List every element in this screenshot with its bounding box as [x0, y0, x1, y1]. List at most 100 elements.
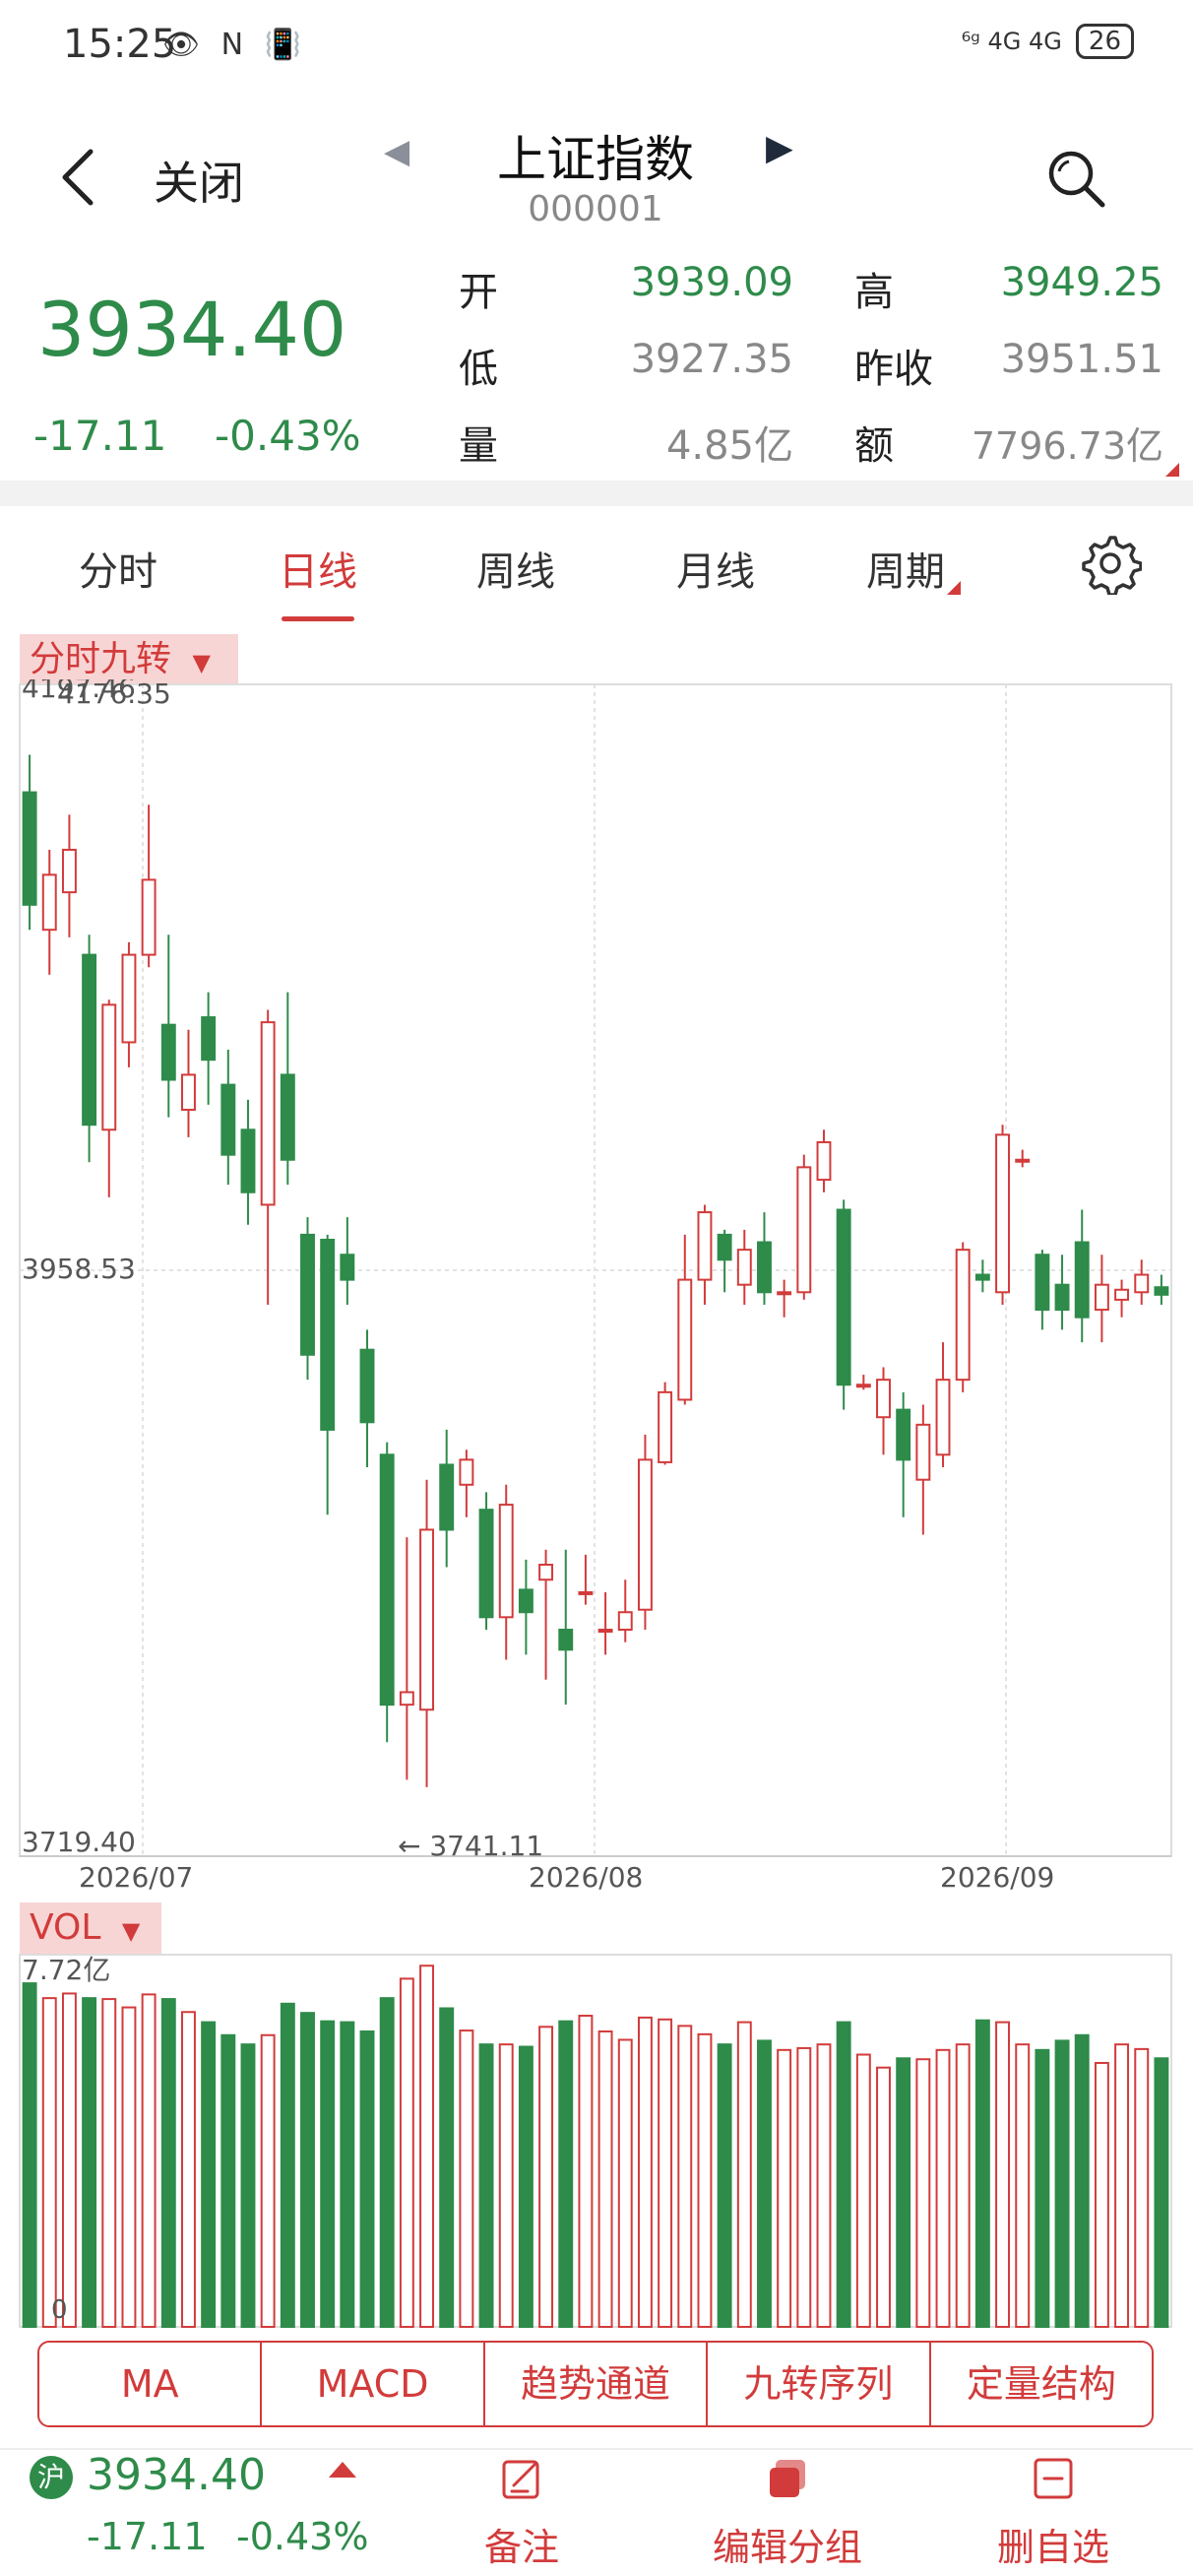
tab-intraday[interactable]: 分时	[79, 549, 157, 595]
status-left-icons: 👁 N 📳	[162, 28, 307, 62]
volume-bar	[777, 2048, 792, 2328]
low-label: 低	[459, 347, 498, 392]
low-value: 3927.35	[630, 337, 793, 382]
top-value-label: 4176.35	[57, 679, 171, 710]
candle-body	[935, 1379, 951, 1456]
chevron-left-icon	[62, 149, 94, 206]
volume-bar	[538, 2026, 554, 2329]
candlestick-chart[interactable]: 4197.46 4176.35 3958.53 3719.40 ← 3741.1…	[0, 679, 1193, 1900]
search-button[interactable]	[1043, 146, 1112, 215]
volume-bar	[419, 1964, 434, 2328]
volume-bar	[280, 2002, 295, 2328]
candle-body	[399, 1691, 414, 1707]
candle-body	[240, 1128, 256, 1193]
candle-body	[697, 1211, 713, 1281]
amount-value: 7796.73亿	[971, 424, 1163, 468]
candle-body	[1035, 1254, 1050, 1312]
candle-body	[280, 1073, 295, 1161]
volume-bar	[439, 2007, 455, 2329]
candle-body	[1054, 1283, 1070, 1312]
volume-bar	[558, 2020, 574, 2329]
expand-corner-icon[interactable]	[1165, 463, 1179, 477]
close-button[interactable]: 关闭	[154, 157, 244, 210]
vol-indicator-tag[interactable]: VOL ▼	[20, 1902, 161, 1954]
volume-bar	[1134, 2047, 1150, 2329]
high-value: 3949.25	[1000, 260, 1163, 305]
volume-bar	[359, 2030, 375, 2328]
back-button[interactable]	[49, 138, 108, 217]
volume-bar	[1054, 2039, 1070, 2328]
prev-close-value: 3951.51	[1000, 337, 1163, 382]
tab-daily[interactable]: 日线	[279, 549, 357, 595]
volume-bar	[340, 2021, 355, 2328]
bottom-divider	[0, 2448, 1193, 2450]
candle-body	[896, 1408, 911, 1461]
volume-bar	[498, 2043, 514, 2328]
tab-monthly[interactable]: 月线	[676, 549, 755, 595]
volume-bar	[320, 2020, 336, 2329]
candle-body	[1114, 1288, 1130, 1301]
tab-weekly[interactable]: 周线	[476, 549, 555, 595]
volume-bar	[260, 2033, 276, 2328]
volume-chart[interactable]: 7.72亿 0	[0, 1950, 1193, 2334]
volume-bar	[1154, 2057, 1169, 2329]
quant-structure-button[interactable]: 定量结构	[966, 2362, 1116, 2406]
prev-stock-button[interactable]: ◀	[384, 132, 410, 171]
volume-bar	[717, 2043, 732, 2328]
candle-body	[617, 1611, 633, 1632]
volume-bar	[141, 1993, 157, 2328]
battery-icon: 26	[1075, 24, 1134, 59]
volume-bar	[816, 2043, 832, 2328]
candle-body	[995, 1133, 1010, 1294]
volume-bar	[915, 2058, 931, 2328]
volume-bar	[935, 2048, 951, 2328]
remove-watchlist-button[interactable]: 删自选	[955, 2456, 1152, 2569]
x-tick-label: 2026/09	[940, 1861, 1054, 1894]
nine-turn-sequence-button[interactable]: 九转序列	[708, 2343, 931, 2425]
candle-body	[796, 1166, 812, 1294]
nine-turn-indicator-tag[interactable]: 分时九转 ▼	[20, 634, 238, 685]
status-right-group: ⁶ᵍ 4G 4G 26	[962, 24, 1134, 59]
volume-bar	[796, 2046, 812, 2328]
volume-bar	[697, 2032, 713, 2329]
caret-down-icon: ▼	[121, 1917, 141, 1945]
trend-channel-button[interactable]: 趋势通道	[485, 2343, 709, 2425]
indicator-tag-label: 分时九转	[30, 639, 172, 679]
edit-group-button[interactable]: 编辑分组	[689, 2456, 886, 2569]
candle-body	[22, 791, 37, 906]
volume-bar	[478, 2043, 494, 2328]
candle-body	[1134, 1273, 1150, 1294]
active-tab-indicator	[282, 616, 354, 621]
candle-body	[717, 1233, 732, 1261]
macd-button[interactable]: MACD	[262, 2343, 485, 2425]
candle-body	[260, 1021, 276, 1206]
note-button[interactable]: 备注	[423, 2456, 620, 2569]
volume-bar	[61, 1992, 77, 2329]
candle-body	[777, 1291, 792, 1296]
candle-body	[1094, 1283, 1109, 1312]
expand-up-icon[interactable]	[329, 2462, 356, 2478]
next-stock-button[interactable]: ▶	[766, 128, 793, 168]
volume-bar	[240, 2043, 256, 2328]
candle-body	[41, 873, 57, 932]
volume-bar	[736, 2021, 752, 2328]
candle-body	[836, 1208, 851, 1386]
open-label: 开	[459, 270, 498, 315]
price-change-pct: -0.43%	[215, 412, 361, 460]
tab-period[interactable]: 周期	[866, 549, 945, 595]
group-stack-icon	[770, 2460, 805, 2497]
candle-body	[220, 1083, 236, 1156]
candle-body	[320, 1238, 336, 1431]
open-value: 3939.09	[630, 260, 793, 305]
volume-bar	[658, 2018, 673, 2329]
volume-value: 4.85亿	[665, 423, 793, 469]
candle-body	[974, 1273, 990, 1281]
volume-label: 量	[459, 423, 498, 469]
bottom-price: 3934.40	[87, 2450, 266, 2500]
page-title: 上证指数	[497, 131, 694, 188]
settings-button[interactable]	[1079, 532, 1143, 597]
volume-bar	[518, 2045, 534, 2329]
volume-max-label: 7.72亿	[22, 1954, 110, 1986]
overlay-value-label: 4197.46	[22, 679, 136, 704]
ma-button[interactable]: MA	[39, 2343, 263, 2425]
